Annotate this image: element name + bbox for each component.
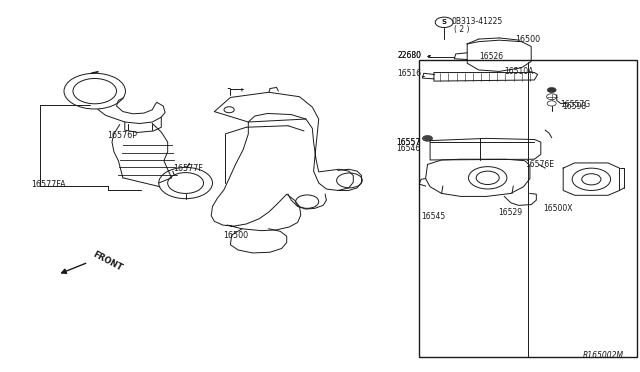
Text: S: S [442,19,447,25]
Text: 22680: 22680 [398,51,422,60]
Text: 0B313-41225: 0B313-41225 [452,17,503,26]
Text: R165002M: R165002M [583,351,624,360]
Text: ( 2 ): ( 2 ) [454,25,470,34]
Text: 16557G: 16557G [561,100,591,109]
Text: 16545: 16545 [421,212,445,221]
Text: 16529: 16529 [498,208,522,217]
Text: 16557: 16557 [396,138,420,147]
Text: 16500X: 16500X [543,204,572,213]
Circle shape [422,135,433,141]
Bar [419,60,637,357]
Text: 16500: 16500 [223,231,248,240]
Text: FRONT: FRONT [91,250,124,273]
Text: 16557: 16557 [396,138,420,147]
Text: 16510A: 16510A [504,67,534,76]
Text: 22680: 22680 [398,51,422,60]
Text: 16577FA: 16577FA [31,180,65,189]
Text: 16576E: 16576E [525,160,554,169]
Text: 16526: 16526 [479,52,503,61]
Circle shape [547,87,556,93]
Text: 16577F: 16577F [173,164,203,173]
Text: 16576P: 16576P [108,131,138,140]
Text: 16500: 16500 [515,35,541,44]
Text: 16598: 16598 [562,102,586,110]
Text: 16546: 16546 [396,144,420,153]
Text: 16516: 16516 [397,69,421,78]
